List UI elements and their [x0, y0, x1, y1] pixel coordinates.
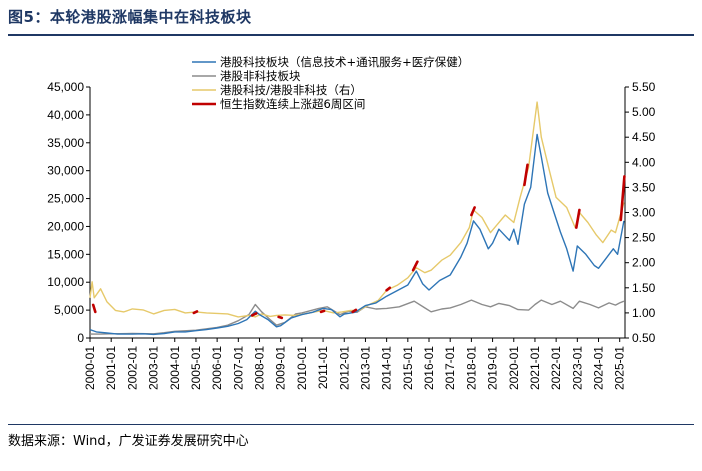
legend-label: 港股非科技板块	[220, 69, 301, 83]
red-interval-segment	[91, 303, 97, 314]
y-right-tick-label: 1.50	[632, 281, 656, 295]
series-line-1	[90, 299, 625, 335]
red-interval-segment	[619, 175, 626, 222]
red-interval-segment	[250, 312, 258, 317]
x-tick-label: 2021-01	[528, 346, 542, 390]
series-line-0	[89, 133, 625, 336]
legend-label: 恒生指数连续上涨超6周区间	[220, 97, 365, 111]
x-tick-label: 2013-01	[358, 346, 372, 390]
x-tick-label: 2017-01	[443, 346, 457, 390]
series-line-2	[89, 101, 625, 318]
x-tick-label: 2016-01	[422, 346, 436, 390]
legend-label: 港股科技/港股非科技（右）	[220, 83, 362, 97]
x-tick-label: 2000-01	[83, 346, 97, 390]
chart-legend: 港股科技板块（信息技术+通讯服务+医疗保健）港股非科技板块港股科技/港股非科技（…	[192, 55, 469, 111]
x-tick-label: 2001-01	[104, 346, 118, 390]
x-tick-label: 2014-01	[380, 346, 394, 390]
chart-series	[89, 101, 626, 336]
x-tick-label: 2018-01	[464, 346, 478, 390]
y-left-tick-label: 25,000	[47, 192, 84, 206]
red-interval-segment	[351, 308, 358, 314]
red-interval-segment	[192, 310, 199, 315]
x-tick-label: 2006-01	[210, 346, 224, 390]
y-left-tick-label: 10,000	[47, 275, 84, 289]
y-right-tick-label: 1.00	[632, 306, 656, 320]
y-right-tick-label: 0.50	[632, 331, 656, 345]
y-left-tick-label: 30,000	[47, 164, 84, 178]
y-left-tick-label: 20,000	[47, 219, 84, 233]
source-note: 数据来源：Wind，广发证券发展研究中心	[8, 434, 249, 449]
x-tick-label: 2008-01	[253, 346, 267, 390]
red-interval-segment	[575, 208, 581, 229]
y-right-tick-label: 3.00	[632, 206, 656, 220]
x-tick-label: 2023-01	[570, 346, 584, 390]
red-interval-segment	[319, 309, 326, 314]
x-tick-label: 2009-01	[274, 346, 288, 390]
x-tick-label: 2022-01	[549, 346, 563, 390]
x-tick-label: 2011-01	[316, 346, 330, 389]
x-tick-label: 2025-01	[613, 346, 627, 390]
y-right-tick-label: 5.00	[632, 105, 656, 119]
y-left-tick-label: 35,000	[47, 136, 84, 150]
x-tick-label: 2003-01	[147, 346, 161, 390]
x-tick-label: 2012-01	[337, 346, 351, 390]
y-right-tick-label: 5.50	[632, 80, 656, 94]
x-tick-label: 2024-01	[592, 346, 606, 390]
x-tick-label: 2007-01	[231, 346, 245, 390]
red-interval-segment	[470, 206, 476, 217]
red-interval-segment	[385, 286, 392, 292]
legend-label: 港股科技板块（信息技术+通讯服务+医疗保健）	[220, 55, 469, 69]
red-interval-segment	[411, 260, 419, 272]
y-right-tick-label: 4.50	[632, 130, 656, 144]
figure-title: 图5：本轮港股涨幅集中在科技板块	[8, 8, 252, 26]
y-left-tick-label: 40,000	[47, 108, 84, 122]
x-tick-label: 2015-01	[401, 346, 415, 390]
red-interval-segment	[523, 163, 529, 187]
x-tick-label: 2004-01	[168, 346, 182, 390]
x-tick-label: 2010-01	[295, 346, 309, 390]
x-tick-label: 2005-01	[189, 346, 203, 390]
chart-axes: 0 5,000 10,000 15,000 20,000 25,000 30,000 35,0…	[47, 80, 655, 390]
x-tick-label: 2020-01	[507, 346, 521, 390]
y-right-tick-label: 4.00	[632, 155, 656, 169]
title-rule	[8, 34, 694, 36]
x-tick-label: 2019-01	[486, 346, 500, 390]
y-left-tick-label: 5,000	[54, 303, 84, 317]
y-left-tick-label: 0	[77, 331, 84, 345]
source-rule	[8, 424, 694, 425]
x-tick-label: 2002-01	[125, 346, 139, 390]
y-left-tick-label: 15,000	[47, 247, 84, 261]
y-left-tick-label: 45,000	[47, 80, 84, 94]
y-right-tick-label: 2.50	[632, 231, 656, 245]
y-right-tick-label: 2.00	[632, 256, 656, 270]
y-right-tick-label: 3.50	[632, 180, 656, 194]
red-interval-segment	[277, 315, 284, 320]
